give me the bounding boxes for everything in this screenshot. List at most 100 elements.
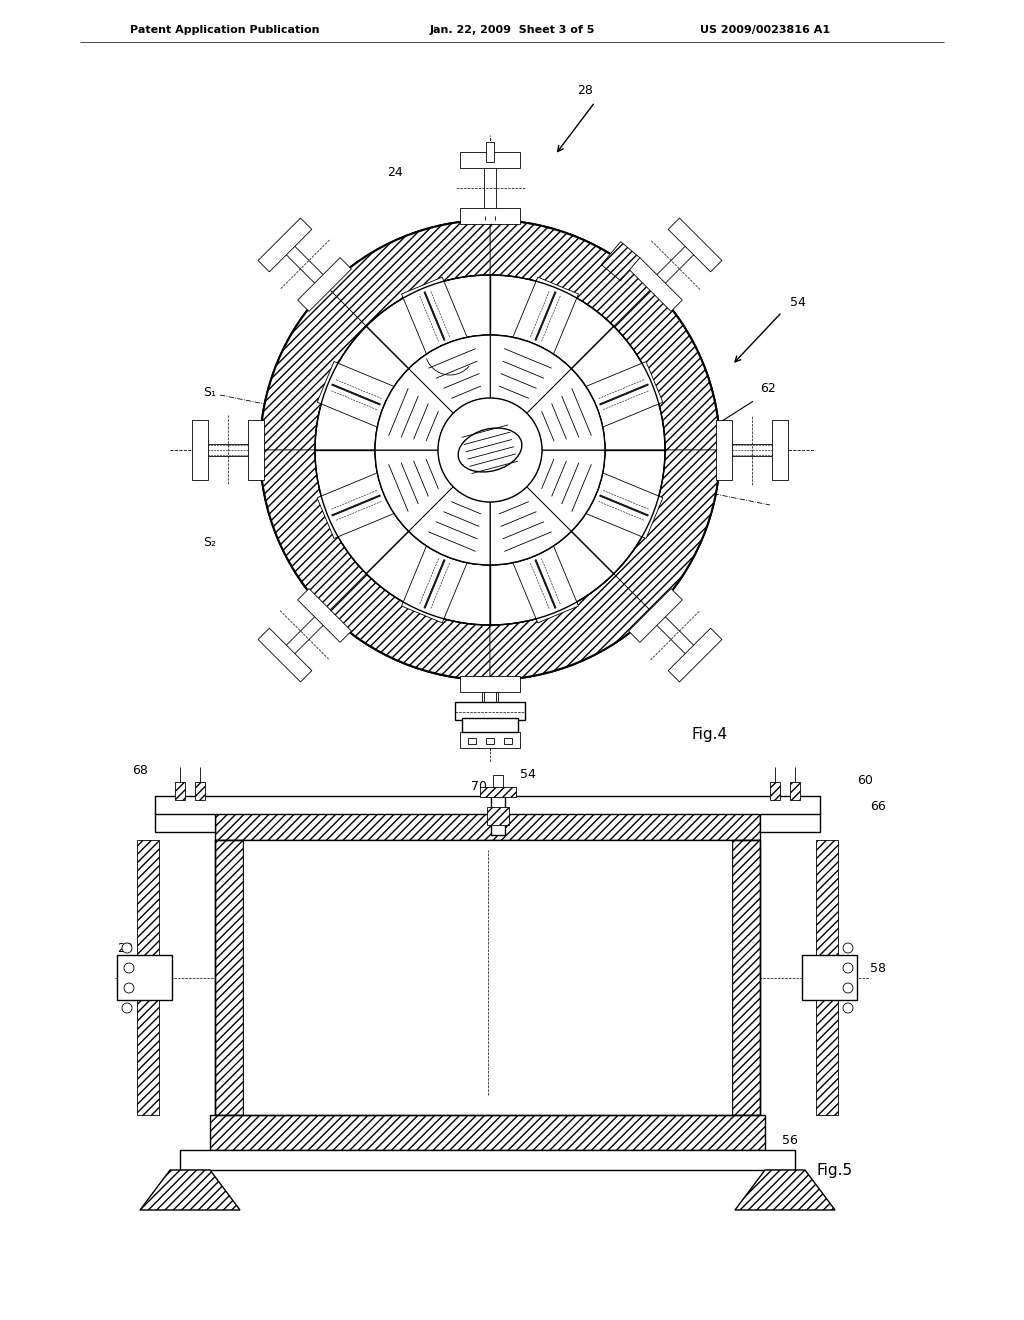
Text: 56: 56: [782, 1134, 798, 1147]
Circle shape: [438, 399, 542, 502]
Text: US 2009/0023816 A1: US 2009/0023816 A1: [700, 25, 830, 36]
Bar: [732, 840, 760, 1115]
Text: Fig.4: Fig.4: [692, 727, 728, 742]
Polygon shape: [490, 574, 652, 680]
Text: 14: 14: [202, 1193, 218, 1206]
Bar: [486, 143, 494, 162]
Polygon shape: [328, 220, 490, 326]
Polygon shape: [651, 240, 699, 289]
Polygon shape: [513, 545, 579, 623]
Text: 54: 54: [791, 296, 806, 309]
Text: G: G: [435, 312, 444, 322]
Polygon shape: [315, 326, 409, 450]
Bar: [215, 840, 243, 1115]
Text: 66: 66: [870, 800, 886, 813]
Polygon shape: [613, 288, 720, 450]
Bar: [155, 796, 820, 814]
Polygon shape: [484, 160, 496, 216]
Bar: [175, 781, 185, 800]
Polygon shape: [669, 628, 722, 682]
Text: S₂: S₂: [204, 536, 216, 549]
Polygon shape: [248, 420, 264, 480]
Text: 28: 28: [117, 941, 133, 954]
Bar: [462, 718, 518, 733]
Text: H: H: [501, 300, 509, 310]
Text: 64: 64: [265, 1097, 281, 1110]
Bar: [117, 954, 172, 1001]
Polygon shape: [613, 450, 720, 612]
Text: C: C: [441, 595, 449, 605]
Polygon shape: [375, 368, 454, 450]
Bar: [486, 738, 494, 744]
Polygon shape: [629, 257, 682, 312]
Bar: [601, 242, 640, 281]
Bar: [137, 840, 159, 1115]
Circle shape: [124, 964, 134, 973]
Polygon shape: [490, 335, 571, 413]
Bar: [195, 781, 205, 800]
Text: Fig.5: Fig.5: [817, 1163, 853, 1177]
Text: 60: 60: [857, 774, 872, 787]
Polygon shape: [140, 1170, 240, 1210]
Bar: [215, 803, 760, 840]
Circle shape: [124, 983, 134, 993]
Polygon shape: [200, 444, 256, 455]
Polygon shape: [367, 532, 490, 624]
Text: 36: 36: [472, 466, 487, 479]
Polygon shape: [490, 220, 652, 326]
Circle shape: [843, 983, 853, 993]
Polygon shape: [669, 218, 722, 272]
Ellipse shape: [458, 428, 522, 473]
Polygon shape: [513, 277, 579, 355]
Bar: [468, 738, 476, 744]
Text: B: B: [396, 531, 403, 540]
Polygon shape: [571, 326, 665, 450]
Text: 58: 58: [870, 961, 886, 974]
Bar: [180, 1150, 795, 1170]
Polygon shape: [258, 218, 312, 272]
Circle shape: [375, 335, 605, 565]
Bar: [479, 787, 515, 797]
Text: 69: 69: [502, 788, 517, 800]
Bar: [155, 812, 215, 832]
Bar: [504, 738, 512, 744]
Polygon shape: [401, 545, 468, 623]
Polygon shape: [629, 589, 682, 643]
Polygon shape: [490, 487, 571, 565]
Bar: [770, 781, 780, 800]
Polygon shape: [298, 257, 351, 312]
Polygon shape: [281, 240, 329, 289]
Bar: [490, 789, 505, 836]
Polygon shape: [526, 450, 605, 532]
Text: 54: 54: [519, 767, 536, 780]
Text: 26: 26: [502, 158, 518, 172]
Bar: [790, 781, 800, 800]
Circle shape: [843, 1003, 853, 1012]
Bar: [493, 775, 503, 795]
Polygon shape: [571, 450, 665, 574]
Polygon shape: [526, 368, 605, 450]
Polygon shape: [735, 1170, 835, 1210]
Polygon shape: [460, 152, 520, 168]
Bar: [760, 812, 820, 832]
Polygon shape: [281, 611, 329, 659]
Text: 24: 24: [387, 165, 402, 178]
Polygon shape: [724, 444, 780, 455]
Circle shape: [843, 942, 853, 953]
Polygon shape: [409, 487, 490, 565]
Text: S₁: S₁: [204, 385, 216, 399]
Polygon shape: [585, 362, 663, 428]
Bar: [243, 840, 732, 1115]
Text: 40: 40: [547, 528, 563, 541]
Polygon shape: [716, 420, 732, 480]
Polygon shape: [490, 532, 613, 624]
Polygon shape: [375, 450, 454, 532]
Polygon shape: [328, 574, 490, 680]
Circle shape: [843, 964, 853, 973]
Text: E: E: [386, 374, 393, 383]
Bar: [802, 954, 857, 1001]
Polygon shape: [772, 420, 788, 480]
Circle shape: [260, 220, 720, 680]
Polygon shape: [260, 450, 367, 612]
Text: 34: 34: [562, 388, 578, 401]
